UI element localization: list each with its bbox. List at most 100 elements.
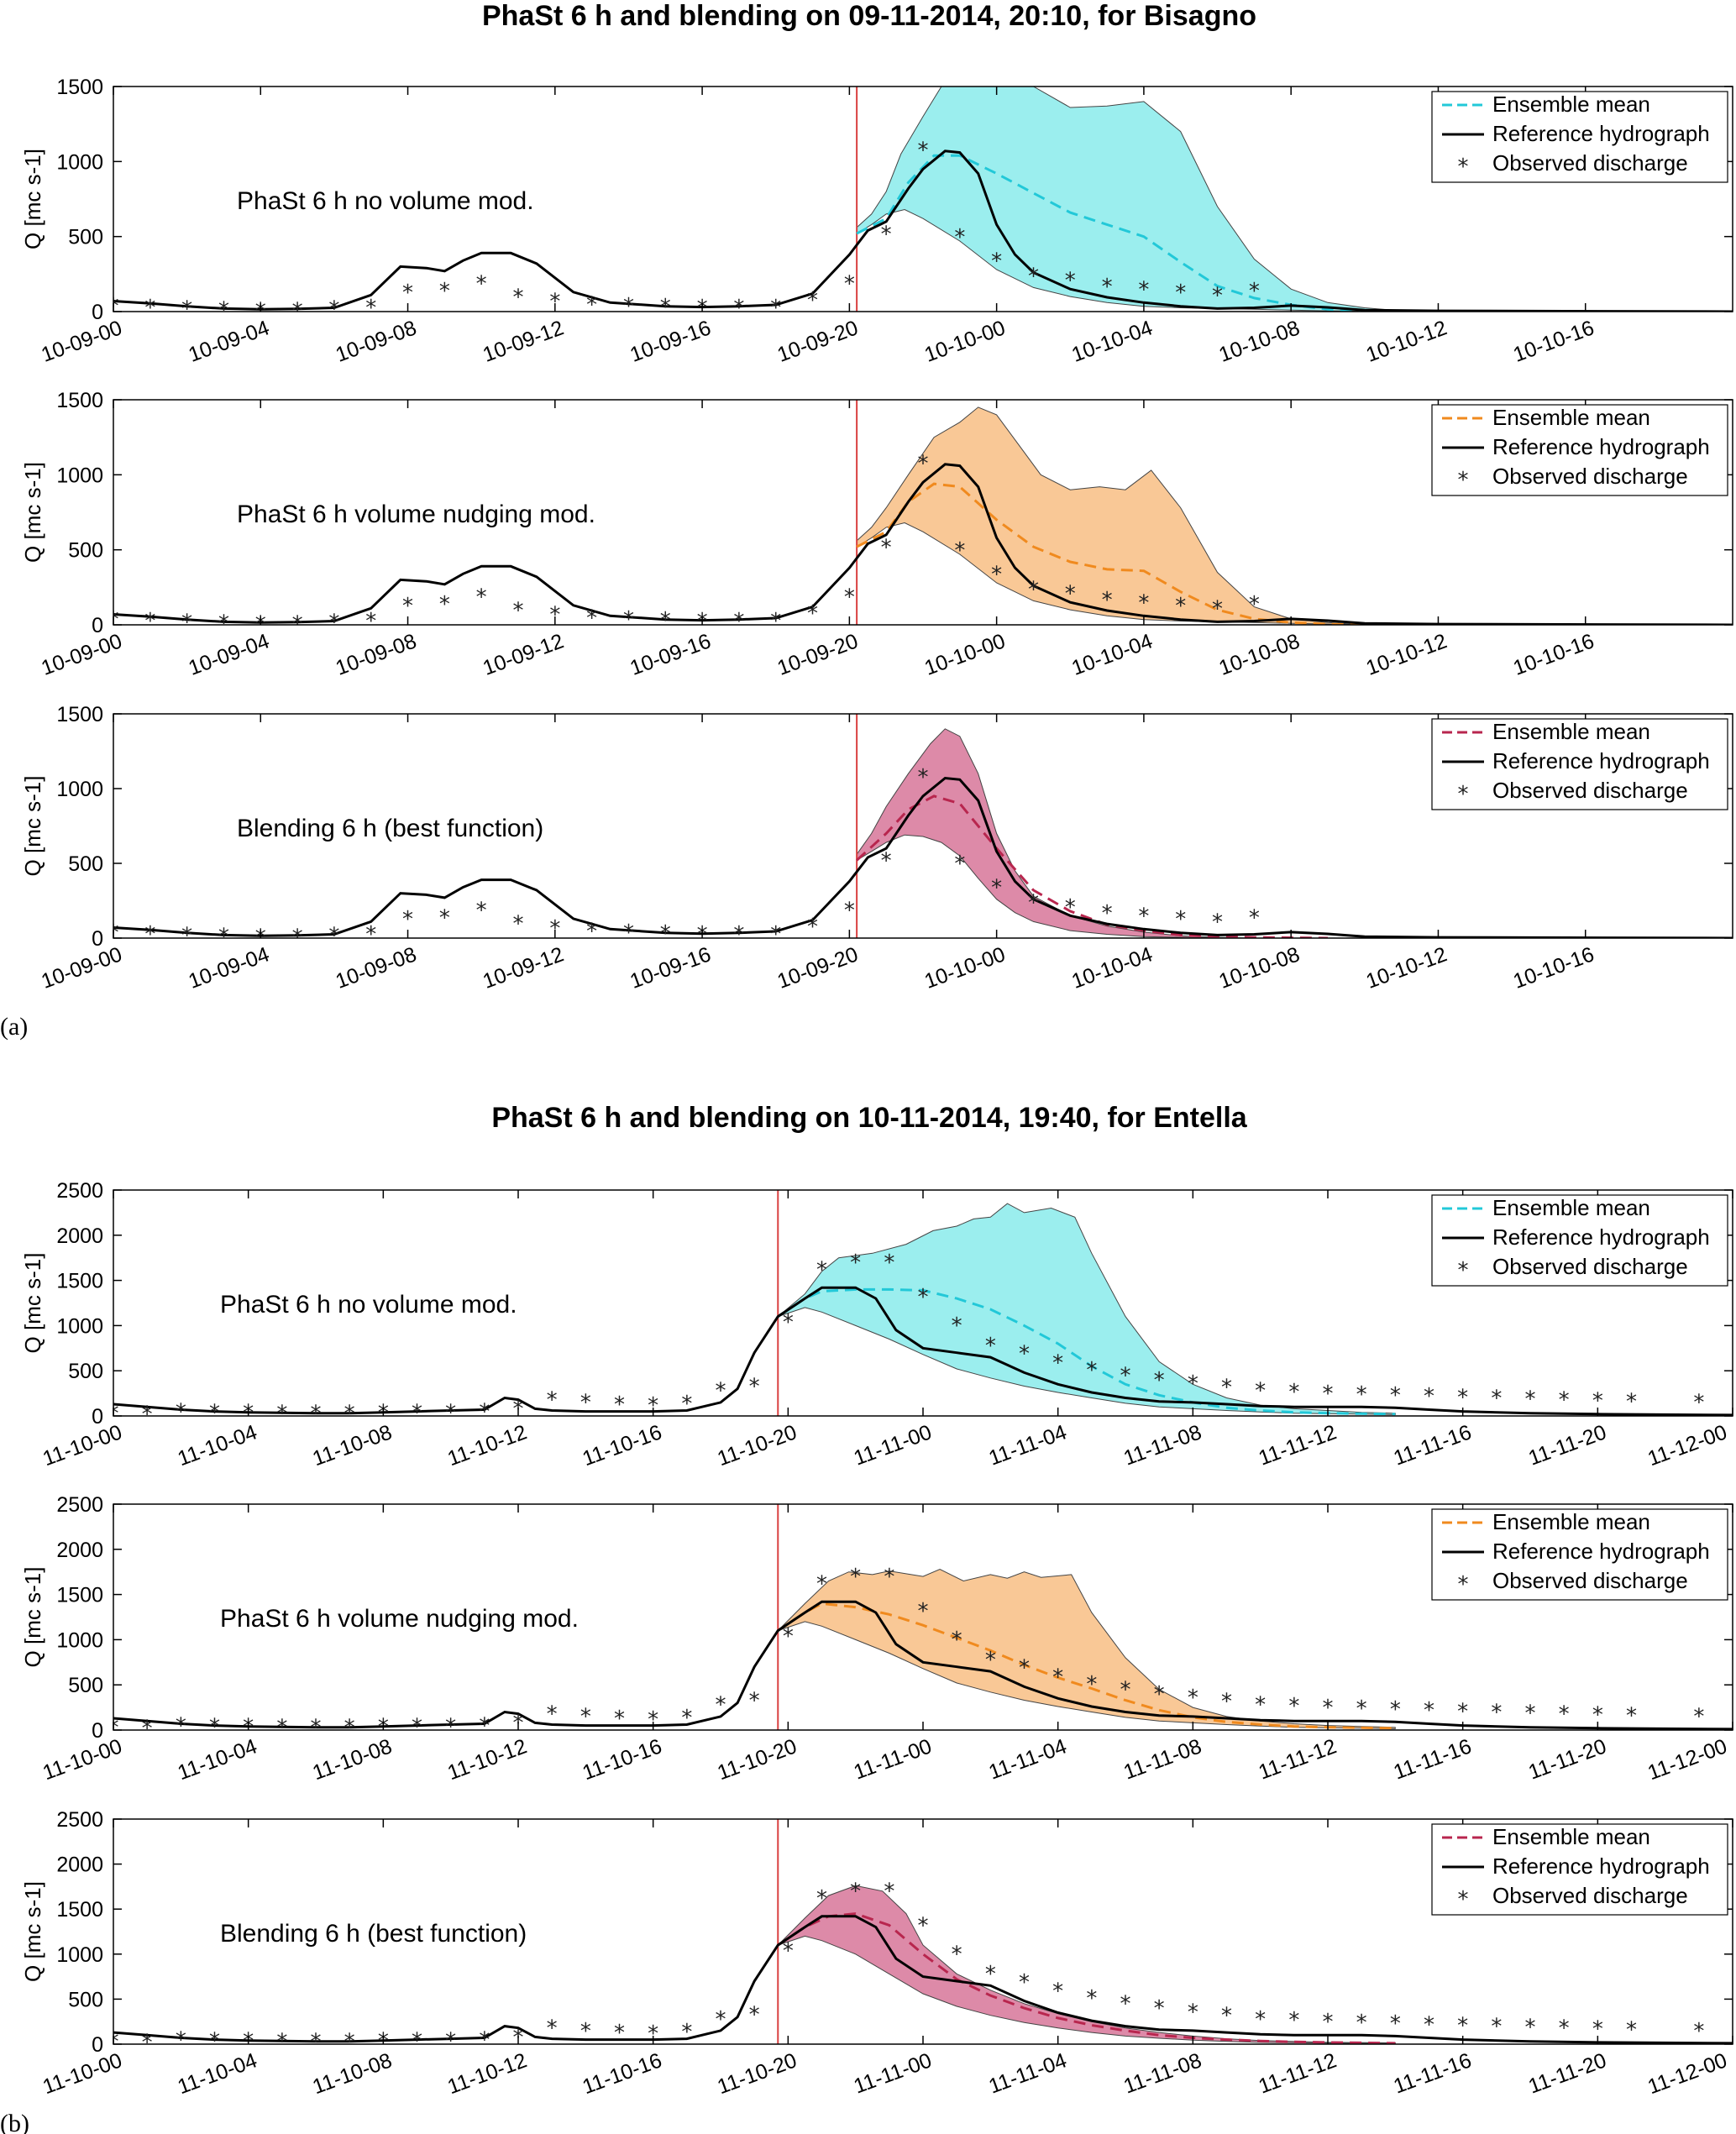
observed-point: * — [952, 1313, 962, 1339]
observed-point: * — [884, 1565, 894, 1590]
chart-panel: * * * * * * * ** * ** * * * * * * * ******* * * * * * *05001000… — [20, 703, 1733, 994]
reference-hydrograph-line — [113, 463, 1733, 625]
observed-point: * — [445, 2029, 456, 2054]
x-tick-label: 10-09-08 — [333, 942, 420, 994]
observed-point: * — [985, 1962, 996, 1987]
observed-point: * — [402, 907, 413, 932]
x-tick-label: 10-10-04 — [1068, 316, 1156, 367]
plot-area: * * * * * * * ** * ** * * * * * * * ******* * * * * * * — [108, 400, 1733, 637]
x-tick-label: 10-10-08 — [1216, 316, 1303, 367]
legend-ensemble-label: Ensemble mean — [1492, 1824, 1650, 1849]
observed-point: * — [513, 1711, 524, 1736]
observed-point: * — [344, 1716, 355, 1741]
plot-area: * * * * * * * ** * ** * * * * * * * ******* * * * * * * — [113, 87, 1733, 323]
observed-point: * — [1592, 2017, 1603, 2042]
observed-point: * — [1221, 1689, 1232, 1714]
observed-point: * — [1559, 2016, 1570, 2042]
ensemble-band — [856, 728, 1255, 938]
x-tick-label: 10-10-12 — [1363, 629, 1450, 680]
panel-title: PhaSt 6 h volume nudging mod. — [237, 501, 595, 528]
x-tick-label: 11-12-00 — [1644, 1734, 1730, 1785]
observed-point: * — [176, 1713, 186, 1738]
legend-reference-label: Reference hydrograph — [1492, 1539, 1710, 1564]
observed-point: * — [218, 925, 229, 950]
x-tick-label: 10-09-16 — [627, 942, 715, 994]
observed-point: * — [681, 1392, 692, 1417]
y-tick-label: 0 — [92, 614, 103, 637]
legend: * Ensemble mean Reference hydrograph Observ… — [1431, 91, 1728, 183]
legend-reference-label: Reference hydrograph — [1492, 1224, 1710, 1250]
observed-point: * — [1019, 1970, 1030, 1995]
observed-point: * — [954, 225, 965, 250]
observed-point: * — [1138, 277, 1149, 302]
observed-point: * — [1323, 1696, 1334, 1721]
observed-point: * — [918, 1599, 929, 1624]
observed-point: * — [479, 1713, 490, 1738]
observed-point: * — [176, 2027, 186, 2053]
legend-observed-swatch: * — [1458, 782, 1469, 807]
observed-point: * — [292, 611, 303, 637]
x-tick-label: 11-11-16 — [1391, 1420, 1475, 1470]
observed-point: * — [1028, 577, 1039, 602]
observed-point: * — [807, 915, 818, 940]
observed-point: * — [580, 1391, 591, 1416]
observed-point: * — [1693, 1391, 1704, 1416]
legend-observed-label: Observed discharge — [1492, 1254, 1688, 1279]
legend-box — [1431, 718, 1728, 810]
observed-point: * — [681, 2020, 692, 2045]
observed-point: * — [1626, 1390, 1637, 1415]
observed-point: * — [770, 609, 781, 634]
observed-point: * — [108, 607, 119, 632]
observed-point: * — [1086, 1358, 1097, 1383]
x-tick-label: 10-10-08 — [1216, 629, 1303, 680]
part-a-label: (a) — [0, 1013, 28, 1041]
observed-point: * — [1323, 1382, 1334, 1407]
observed-point: * — [1120, 1677, 1131, 1702]
x-tick-label: 11-11-20 — [1525, 2048, 1609, 2098]
observed-point: * — [1525, 1701, 1536, 1726]
observed-point: * — [218, 298, 229, 323]
y-tick-label: 1000 — [56, 1943, 103, 1967]
observed-point: * — [816, 1258, 827, 1283]
legend-ensemble-label: Ensemble mean — [1492, 719, 1650, 744]
legend-reference-label: Reference hydrograph — [1492, 434, 1710, 459]
x-tick-label: 11-10-08 — [310, 1420, 396, 1471]
observed-point: * — [1052, 1350, 1063, 1376]
x-tick-label: 11-12-00 — [1644, 1420, 1730, 1471]
x-tick-label: 11-10-20 — [715, 2048, 800, 2099]
y-tick-label: 500 — [68, 852, 103, 876]
legend-ensemble-label: Ensemble mean — [1492, 92, 1650, 117]
group-a-title: PhaSt 6 h and blending on 09-11-2014, 20… — [482, 0, 1256, 32]
x-tick-label: 10-10-00 — [921, 629, 1009, 680]
part-b-label: (b) — [0, 2110, 29, 2134]
y-tick-label: 1500 — [56, 76, 103, 99]
observed-point: * — [918, 138, 929, 163]
observed-point: * — [365, 296, 376, 321]
y-tick-label: 1500 — [56, 703, 103, 726]
observed-point: * — [1390, 1383, 1401, 1408]
observed-point: * — [844, 271, 855, 296]
reference-hydrograph-line — [113, 1915, 1733, 2044]
observed-point: * — [783, 1938, 794, 1964]
observed-point: * — [1626, 2018, 1637, 2043]
observed-point: * — [749, 1688, 760, 1713]
x-tick-label: 11-11-08 — [1120, 1734, 1204, 1784]
chart-panel: * * * * * * * * * * * * * * * * * ** *** * **** * * * * * * * * * * * * *… — [20, 1493, 1733, 1785]
observed-point: * — [991, 249, 1002, 274]
panel-title: PhaSt 6 h volume nudging mod. — [220, 1605, 579, 1633]
observed-point: * — [1188, 2000, 1198, 2025]
observed-point: * — [439, 279, 450, 304]
observed-point: * — [1491, 1700, 1502, 1725]
observed-point: * — [816, 1572, 827, 1597]
chart-panel: * * * * * * * * * * * * * * * * * ** *** * **** * * * * * * * * * * * * *… — [20, 1808, 1733, 2099]
legend-reference-label: Reference hydrograph — [1492, 1853, 1710, 1879]
legend-reference-label: Reference hydrograph — [1492, 121, 1710, 146]
observed-point: * — [513, 598, 524, 623]
observed-point: * — [402, 281, 413, 306]
y-tick-label: 2000 — [56, 1853, 103, 1877]
observed-point: * — [648, 1707, 658, 1733]
observed-point: * — [648, 1393, 658, 1418]
observed-point: * — [1424, 1698, 1434, 1723]
observed-point: * — [1288, 1694, 1299, 1719]
